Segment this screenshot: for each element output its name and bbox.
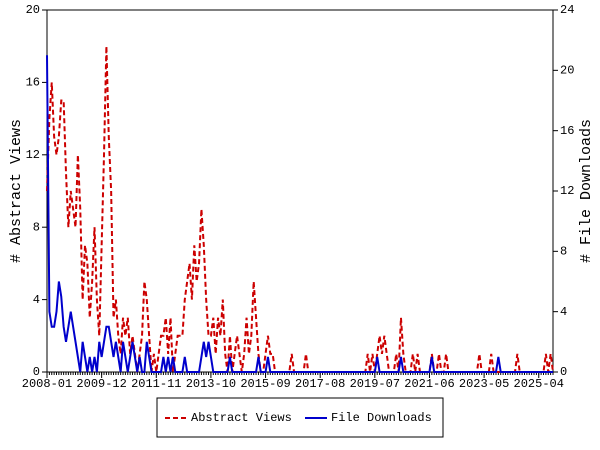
x-tick-label: 2017-08 — [295, 377, 345, 391]
y2-axis-label: # File Downloads — [578, 119, 595, 263]
y2-tick-label: 12 — [560, 184, 574, 198]
x-tick-label: 2011-11 — [131, 377, 181, 391]
y-tick-label: 16 — [26, 76, 40, 90]
legend-label: File Downloads — [331, 411, 432, 425]
y-tick-label: 8 — [33, 220, 40, 234]
series-line — [46, 46, 554, 373]
legend-box — [156, 397, 444, 438]
y2-tick-label: 8 — [560, 245, 567, 259]
x-tick-label: 2009-12 — [76, 377, 126, 391]
x-tick-label: 2023-05 — [459, 377, 509, 391]
x-tick-label: 2008-01 — [22, 377, 72, 391]
y2-tick-label: 16 — [560, 124, 574, 138]
y-tick-label: 0 — [33, 365, 40, 379]
x-tick-label: 2019-07 — [350, 377, 400, 391]
y2-tick-label: 20 — [560, 64, 574, 78]
y2-tick-label: 4 — [560, 305, 567, 319]
x-tick-label: 2025-04 — [514, 377, 564, 391]
y-tick-label: 20 — [26, 3, 40, 17]
y-axis-label: # Abstract Views — [8, 119, 25, 263]
y2-tick-label: 0 — [560, 365, 567, 379]
x-tick-label: 2021-06 — [404, 377, 454, 391]
x-tick-label: 2015-09 — [240, 377, 290, 391]
legend-label: Abstract Views — [191, 411, 292, 425]
y-tick-label: 4 — [33, 293, 40, 307]
y-tick-label: 12 — [26, 148, 40, 162]
series-line — [46, 55, 553, 373]
y2-tick-label: 24 — [560, 3, 574, 17]
x-tick-label: 2013-10 — [186, 377, 236, 391]
